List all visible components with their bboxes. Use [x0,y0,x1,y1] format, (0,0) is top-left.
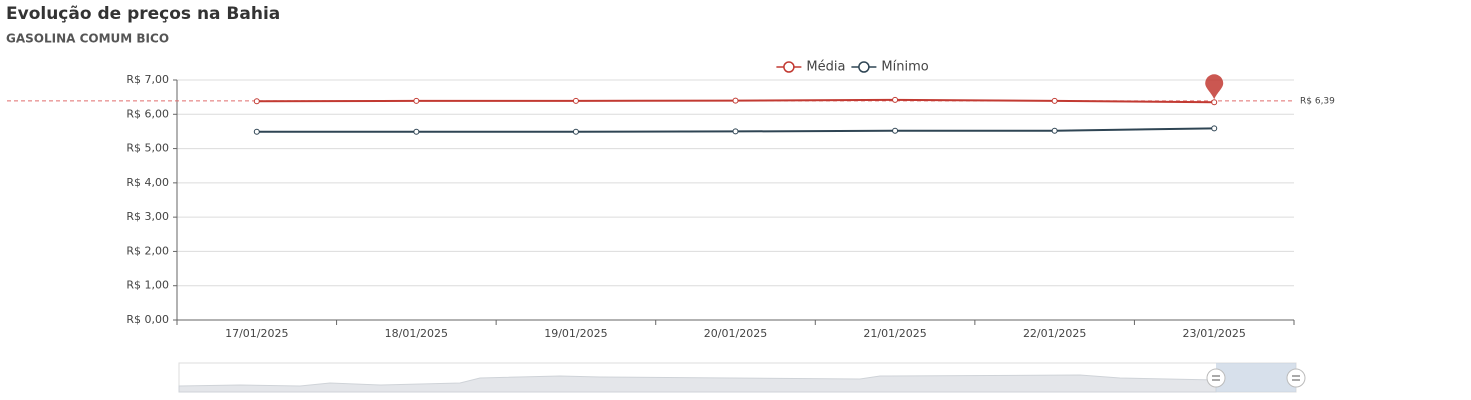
data-point [892,127,899,134]
zoom-window[interactable] [1216,363,1296,392]
legend-swatch [783,61,795,73]
y-tick-label: R$ 5,00 [126,142,169,155]
mark-line-label: R$ 6,39 [1300,96,1335,106]
data-point [892,96,899,103]
data-point [1211,99,1218,106]
zoom-handle[interactable] [1286,368,1306,388]
x-tick-label: 22/01/2025 [1023,327,1086,340]
legend: Média Mínimo [776,60,929,75]
data-point [1051,127,1058,134]
data-point [732,128,739,135]
data-point [253,98,260,105]
mark-point [1205,74,1224,100]
data-point [1211,125,1218,132]
data-zoom[interactable] [178,362,1306,393]
y-tick-label: R$ 3,00 [126,210,169,223]
x-tick-label: 19/01/2025 [544,327,607,340]
x-tick-label: 23/01/2025 [1183,327,1246,340]
x-tick-label: 18/01/2025 [385,327,448,340]
data-point [572,97,579,104]
legend-label: Mínimo [881,60,928,75]
data-point [413,128,420,135]
data-point [413,97,420,104]
data-point [572,128,579,135]
zoom-handle[interactable] [1206,368,1226,388]
data-point [253,128,260,135]
legend-item[interactable]: Mínimo [851,60,929,75]
y-tick-label: R$ 4,00 [126,176,169,189]
legend-item[interactable]: Média [776,60,845,75]
x-tick-label: 21/01/2025 [863,327,926,340]
data-point [1051,97,1058,104]
y-tick-label: R$ 0,00 [126,313,169,326]
data-point [732,97,739,104]
y-tick-label: R$ 7,00 [126,73,169,86]
page-subtitle: GASOLINA COMUM BICO [6,32,169,46]
x-tick-label: 17/01/2025 [225,327,288,340]
y-tick-label: R$ 2,00 [126,244,169,257]
legend-label: Média [806,60,845,75]
legend-swatch [858,61,870,73]
page-title: Evolução de preços na Bahia [6,4,280,24]
y-tick-label: R$ 6,00 [126,107,169,120]
y-tick-label: R$ 1,00 [126,279,169,292]
x-tick-label: 20/01/2025 [704,327,767,340]
